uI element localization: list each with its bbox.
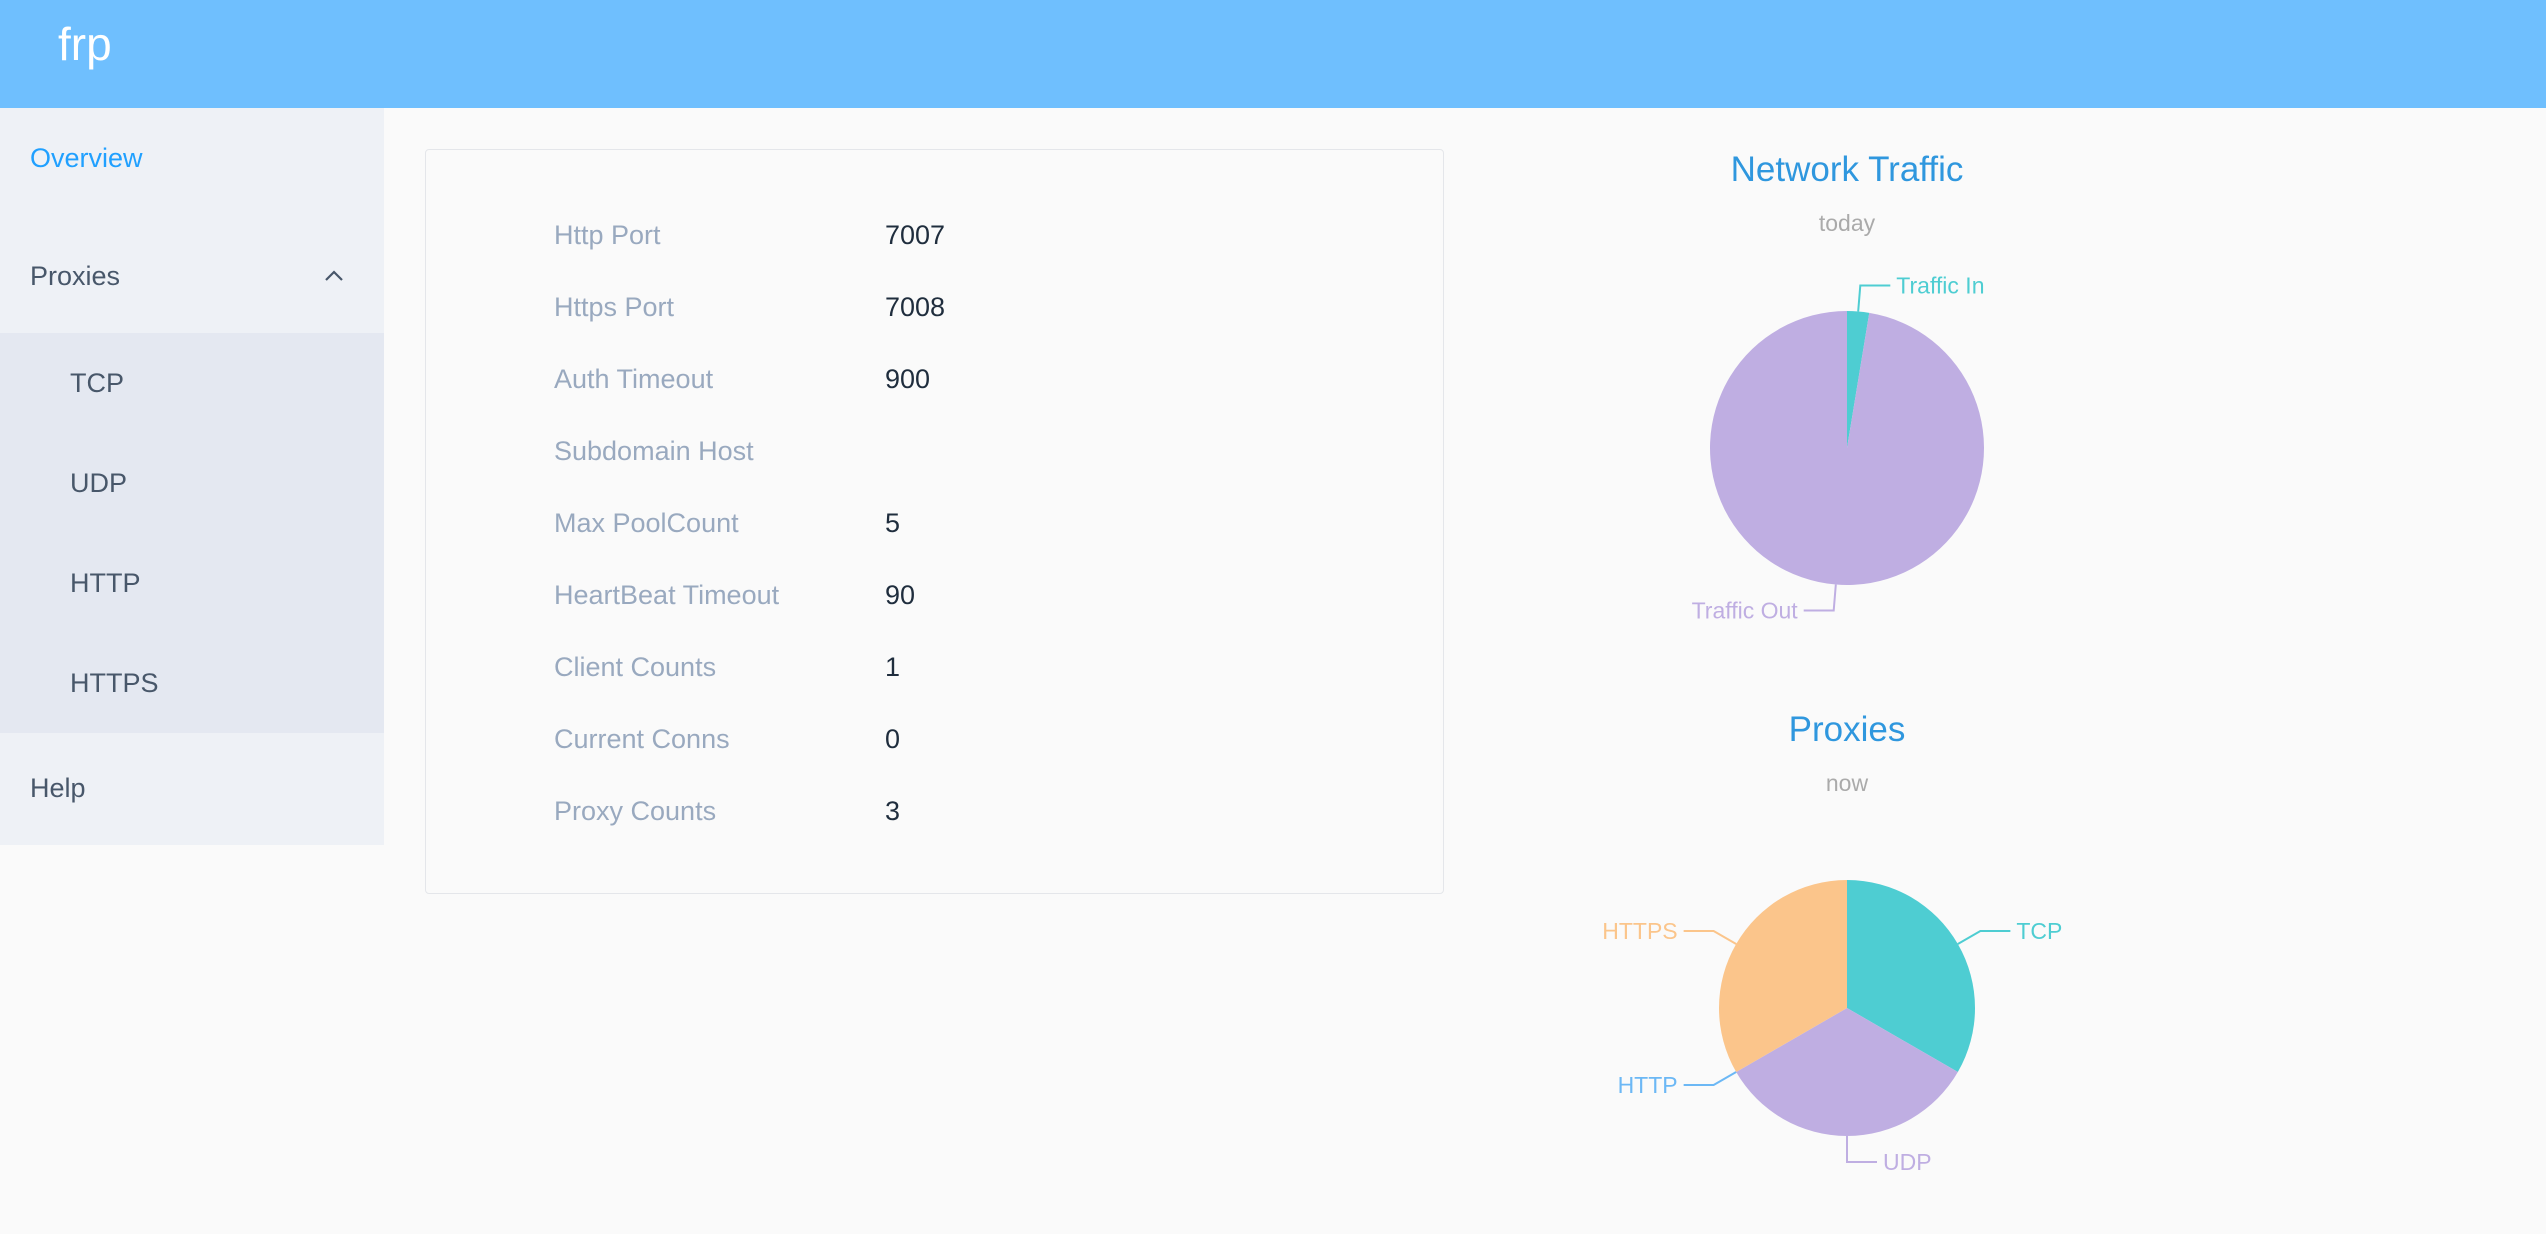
slice-label: UDP <box>1883 1149 1932 1175</box>
proxies-chart-subtitle: now <box>1825 770 1869 796</box>
info-value: 90 <box>885 579 916 610</box>
sidebar-item-overview[interactable]: Overview <box>30 142 143 173</box>
info-row: Https Port 7008 <box>554 287 945 327</box>
slice-label: Traffic In <box>1896 273 1984 299</box>
proxies-chart-title: Proxies <box>1788 710 1906 749</box>
slice-label: HTTPS <box>1602 918 1677 944</box>
sidebar-item-help[interactable]: Help <box>30 772 86 803</box>
proxies-submenu: TCP UDP HTTP HTTPS <box>0 333 384 733</box>
info-row: Max PoolCount 5 <box>554 503 900 543</box>
network-traffic-subtitle: today <box>1818 210 1876 236</box>
proxies-pie-chart: TCP UDP HTTP HTTPS <box>1602 880 2062 1175</box>
info-row: Client Counts 1 <box>554 647 900 687</box>
slice-label: TCP <box>2016 918 2062 944</box>
info-label: Client Counts <box>554 651 717 682</box>
network-traffic-title: Network Traffic <box>1730 150 1964 189</box>
sidebar-item-https[interactable]: HTTPS <box>70 667 159 698</box>
sidebar-item-label: Proxies <box>30 260 121 291</box>
info-label: Subdomain Host <box>554 435 754 466</box>
info-value: 7008 <box>885 291 946 322</box>
info-row: Current Conns 0 <box>554 719 900 759</box>
top-header: frp <box>0 0 2546 108</box>
label-line <box>1683 930 1737 945</box>
label-line <box>1803 584 1837 612</box>
sidebar-item-http[interactable]: HTTP <box>70 567 141 598</box>
label-line <box>1683 1071 1737 1086</box>
info-row: HeartBeat Timeout 90 <box>554 575 915 615</box>
info-row: Proxy Counts 3 <box>554 791 900 831</box>
slice-label: HTTP <box>1618 1072 1678 1098</box>
info-value: 5 <box>885 507 901 538</box>
info-value: 3 <box>885 795 901 826</box>
label-line <box>1957 930 2011 945</box>
pie-slice-traffic-out[interactable] <box>1710 311 1984 585</box>
info-label: Https Port <box>554 291 675 322</box>
info-value: 1 <box>885 651 901 682</box>
info-value: 0 <box>885 723 901 754</box>
info-label: Current Conns <box>554 723 730 754</box>
pie-slice-tcp[interactable] <box>1847 880 1975 1072</box>
sidebar-item-udp[interactable]: UDP <box>70 467 128 498</box>
network-traffic-pie-chart: Traffic In Traffic Out <box>1692 273 1985 624</box>
info-label: Auth Timeout <box>554 363 714 394</box>
info-label: HeartBeat Timeout <box>554 579 780 610</box>
sidebar-item-proxies[interactable]: Proxies <box>0 226 384 326</box>
label-line <box>1857 284 1891 312</box>
info-value: 7007 <box>885 219 946 250</box>
info-row: Subdomain Host <box>554 431 885 471</box>
info-row: Auth Timeout 900 <box>554 359 930 399</box>
app-logo[interactable]: frp <box>58 18 112 70</box>
info-label: Max PoolCount <box>554 507 739 538</box>
info-label: Http Port <box>554 219 661 250</box>
sidebar: Overview Proxies TCP UDP HTTP HTTPS Help <box>0 108 384 845</box>
slice-label: Traffic Out <box>1692 597 1799 623</box>
server-info-card: Http Port 7007 Https Port 7008 Auth Timeout 9… <box>425 149 1444 894</box>
sidebar-item-tcp[interactable]: TCP <box>70 367 124 398</box>
chevron-up-icon <box>325 270 343 281</box>
pie-slice-traffic-in[interactable] <box>1847 311 1870 448</box>
label-line <box>1846 1136 1877 1163</box>
info-row: Http Port 7007 <box>554 215 945 255</box>
info-value: 900 <box>885 363 931 394</box>
info-label: Proxy Counts <box>554 795 717 826</box>
pie-slice-udp[interactable] <box>1736 1008 1958 1136</box>
pie-slice-https[interactable] <box>1719 880 1847 1072</box>
